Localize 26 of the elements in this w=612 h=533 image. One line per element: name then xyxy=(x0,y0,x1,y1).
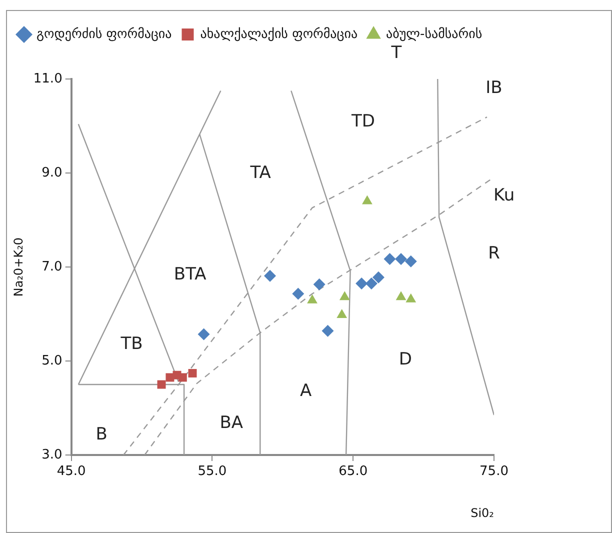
annotation: R xyxy=(488,243,500,264)
y-tick-label: 11.0 xyxy=(33,71,62,86)
y-tick-label: 3.0 xyxy=(42,447,62,462)
annotation: D xyxy=(398,350,412,370)
annotation: BTA xyxy=(174,264,207,284)
x-tick-label: 75.0 xyxy=(480,464,508,480)
x-axis-title: Si0₂ xyxy=(470,506,494,520)
x-tick-label: 45.0 xyxy=(56,464,86,480)
annotation: IB xyxy=(486,78,502,98)
x-tick-label: 55.0 xyxy=(198,464,227,480)
y-tick-label: 5.0 xyxy=(42,353,62,368)
y-tick-label: 9.0 xyxy=(42,165,62,180)
y-axis-title: Na₂0+K₂0 xyxy=(11,237,26,297)
legend-label: ახალქალაქის ფორმაცია xyxy=(200,26,358,42)
x-tick-label: 65.0 xyxy=(338,464,368,480)
legend-label: გოდერძის ფორმაცია xyxy=(36,26,172,42)
annotation: A xyxy=(300,381,312,402)
annotation: TD xyxy=(350,112,375,132)
annotation: TB xyxy=(120,334,143,354)
annotation: Ku xyxy=(494,185,515,206)
text: T xyxy=(390,43,402,64)
annotation: BA xyxy=(220,412,244,433)
legend-label: აბულ-სამსარის xyxy=(386,26,482,42)
annotation: TA xyxy=(249,163,272,184)
y-tick-label: 7.0 xyxy=(42,259,62,274)
annotation: B xyxy=(96,424,108,444)
